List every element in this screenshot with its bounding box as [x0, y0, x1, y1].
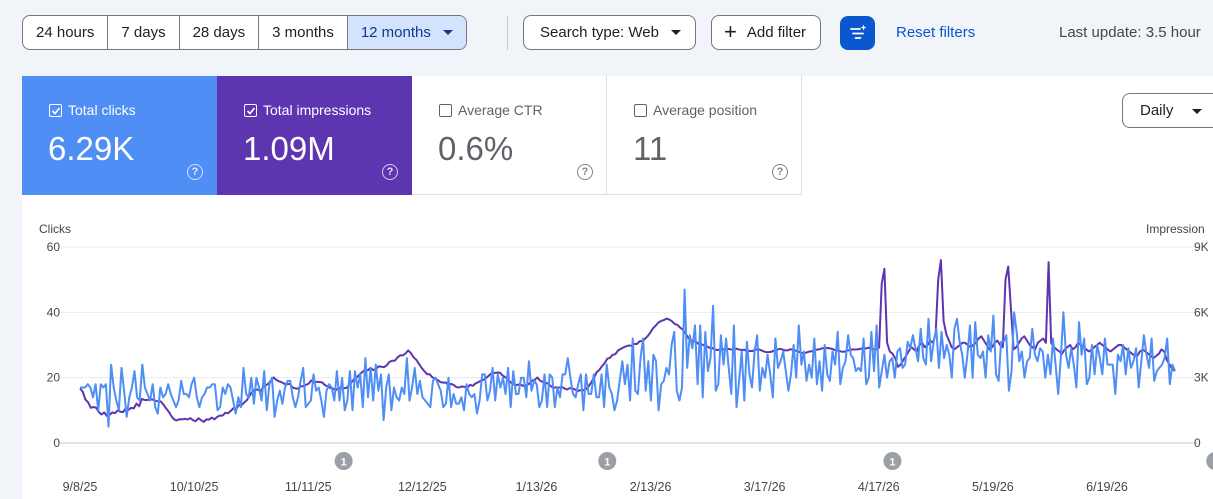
- right-tick-label: 0: [1194, 436, 1201, 450]
- help-icon[interactable]: ?: [772, 164, 788, 180]
- annotation-marker: [334, 452, 353, 470]
- performance-chart: Clicks Impression 0 20 40 60 0 3K 6K 9K 9/8/25…: [39, 222, 1213, 494]
- checkbox-unchecked-icon[interactable]: [634, 104, 647, 117]
- granularity-dropdown[interactable]: Daily: [1122, 93, 1213, 128]
- x-tick-label: 12/12/25: [398, 480, 447, 494]
- x-tick-label: 6/19/26: [1086, 480, 1128, 494]
- metric-card-total-impressions[interactable]: Total impressions 1.09M ?: [217, 76, 412, 195]
- range-12-months[interactable]: 12 months: [347, 16, 466, 49]
- metric-card-average-ctr[interactable]: Average CTR 0.6% ?: [412, 76, 607, 195]
- left-tick-label: 20: [47, 371, 61, 385]
- x-tick-label: 9/8/25: [63, 480, 98, 494]
- left-axis-ticks: 0 20 40 60: [47, 240, 61, 450]
- right-tick-label: 6K: [1194, 305, 1209, 319]
- metric-card-average-position[interactable]: Average position 11 ?: [607, 76, 802, 195]
- x-tick-label: 2/13/26: [630, 480, 672, 494]
- range-24-hours[interactable]: 24 hours: [23, 16, 109, 49]
- annotation-marker: [598, 452, 617, 470]
- search-type-label: Search type: Web: [540, 24, 659, 41]
- performance-panel: Total clicks 6.29K ? Total impressions 1…: [22, 76, 1213, 499]
- metric-label: Total impressions: [263, 102, 372, 118]
- clicks-series-line: [80, 288, 1176, 428]
- sparkle-filter-icon: [849, 24, 866, 39]
- annotation-label: 1: [604, 457, 610, 469]
- x-tick-label: 4/17/26: [858, 480, 900, 494]
- last-update-text: Last update: 3.5 hour: [1059, 24, 1201, 41]
- range-3-months[interactable]: 3 months: [259, 16, 348, 49]
- checkbox-unchecked-icon[interactable]: [439, 104, 452, 117]
- chart-series: [79, 259, 1176, 428]
- annotation-label: 1: [341, 457, 347, 469]
- metric-value: 1.09M: [243, 130, 335, 167]
- x-tick-label: 3/17/26: [744, 480, 786, 494]
- metric-label: Average position: [653, 102, 758, 118]
- toolbar-divider: [507, 16, 508, 50]
- help-icon[interactable]: ?: [577, 164, 593, 180]
- left-axis-title: Clicks: [39, 222, 71, 236]
- reset-filters-link[interactable]: Reset filters: [896, 24, 976, 41]
- right-axis-title: Impression: [1146, 222, 1205, 236]
- range-12-months-label: 12 months: [360, 24, 431, 41]
- plus-icon: +: [724, 18, 737, 44]
- add-filter-label: Add filter: [746, 24, 807, 41]
- metric-value: 11: [633, 130, 668, 167]
- metric-card-total-clicks[interactable]: Total clicks 6.29K ?: [22, 76, 217, 195]
- ai-filter-button[interactable]: [840, 16, 875, 50]
- checkbox-checked-icon[interactable]: [244, 104, 257, 117]
- right-tick-label: 3K: [1194, 371, 1209, 385]
- search-type-dropdown[interactable]: Search type: Web: [523, 15, 696, 50]
- x-tick-label: 11/11/25: [285, 480, 332, 494]
- chart-annotations: 1111: [334, 452, 1213, 470]
- metric-value: 6.29K: [48, 130, 135, 167]
- granularity-label: Daily: [1140, 102, 1174, 119]
- impressions-series-line: [79, 259, 1176, 423]
- range-7-days[interactable]: 7 days: [108, 16, 180, 49]
- checkbox-checked-icon[interactable]: [49, 104, 62, 117]
- left-tick-label: 0: [53, 436, 60, 450]
- annotation-marker: [883, 452, 902, 470]
- metric-label: Average CTR: [458, 102, 543, 118]
- right-axis-ticks: 0 3K 6K 9K: [1194, 240, 1209, 450]
- left-tick-label: 60: [47, 240, 61, 254]
- annotation-marker: [1206, 452, 1213, 470]
- x-tick-label: 1/13/26: [516, 480, 558, 494]
- metric-label: Total clicks: [68, 102, 136, 118]
- date-range-selector: 24 hours 7 days 28 days 3 months 12 mont…: [22, 15, 467, 50]
- help-icon[interactable]: ?: [382, 164, 398, 180]
- add-filter-button[interactable]: + Add filter: [711, 15, 822, 50]
- chevron-down-icon: [670, 30, 681, 35]
- chevron-down-icon: [1192, 109, 1202, 114]
- range-28-days[interactable]: 28 days: [180, 16, 260, 49]
- x-axis-ticks: 9/8/25 10/10/25 11/11/25 12/12/25 1/13/26 2/1…: [63, 480, 1128, 494]
- chevron-down-icon: [442, 30, 453, 35]
- annotation-label: 1: [889, 457, 895, 469]
- help-icon[interactable]: ?: [187, 164, 203, 180]
- x-tick-label: 5/19/26: [972, 480, 1014, 494]
- toolbar: 24 hours 7 days 28 days 3 months 12 mont…: [0, 0, 1213, 66]
- left-tick-label: 40: [47, 305, 61, 319]
- x-tick-label: 10/10/25: [170, 480, 219, 494]
- right-tick-label: 9K: [1194, 240, 1209, 254]
- metric-value: 0.6%: [438, 130, 514, 167]
